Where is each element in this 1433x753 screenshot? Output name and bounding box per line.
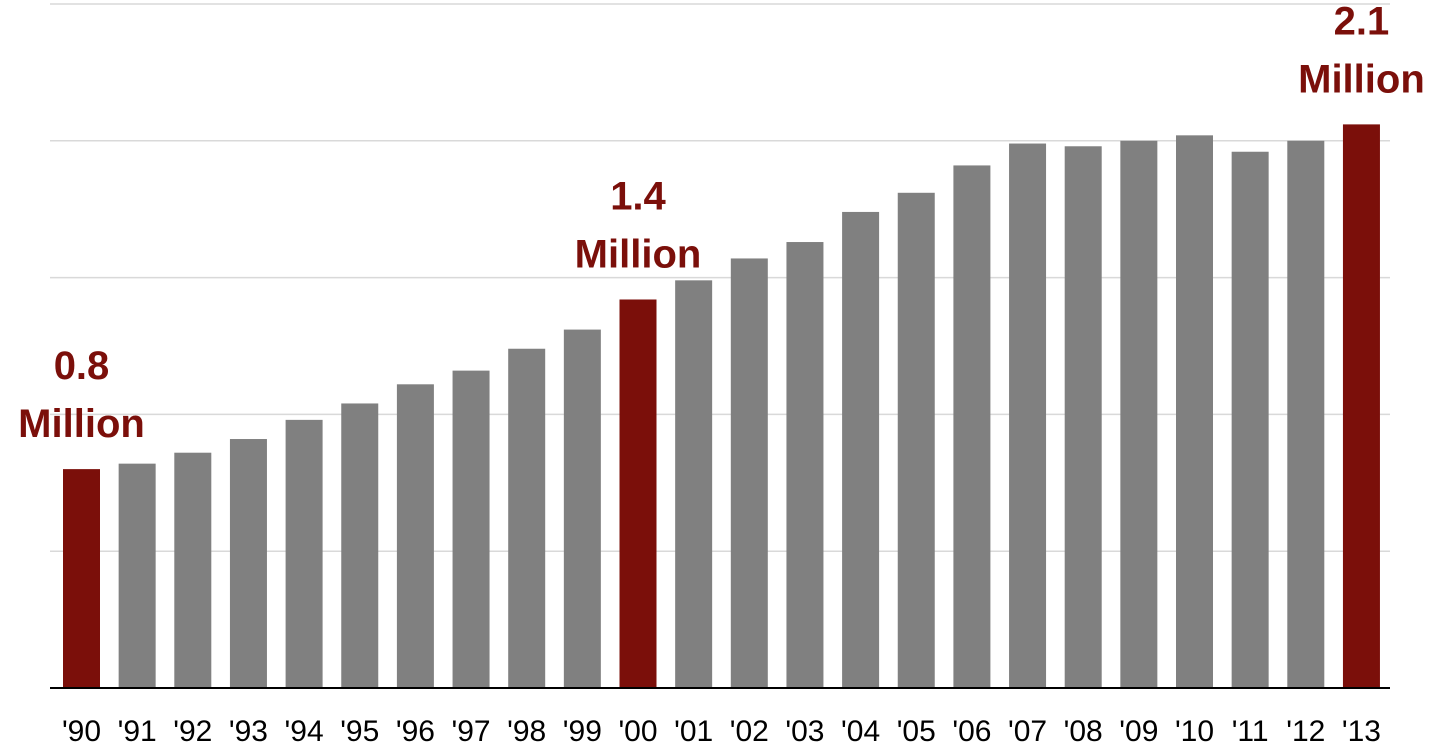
x-tick-label: '98 bbox=[507, 715, 546, 748]
bar-03 bbox=[786, 242, 824, 689]
bar-05 bbox=[897, 192, 935, 688]
x-tick-label: '93 bbox=[229, 715, 268, 748]
bar-94 bbox=[285, 419, 323, 688]
x-tick-label: '08 bbox=[1064, 715, 1103, 748]
x-tick-label: '95 bbox=[340, 715, 379, 748]
x-tick-label: '02 bbox=[730, 715, 769, 748]
bar-11 bbox=[1231, 151, 1269, 688]
x-tick-label: '06 bbox=[952, 715, 991, 748]
x-tick-label: '13 bbox=[1342, 715, 1381, 748]
x-tick-label: '12 bbox=[1286, 715, 1325, 748]
x-tick-label: '09 bbox=[1119, 715, 1158, 748]
x-tick-label: '91 bbox=[118, 715, 157, 748]
bar-90 bbox=[63, 469, 100, 688]
x-tick-label: '92 bbox=[173, 715, 212, 748]
gridlines bbox=[50, 3, 1390, 552]
x-tick-label: '99 bbox=[563, 715, 602, 748]
bar-09 bbox=[1120, 140, 1158, 689]
x-tick-label: '03 bbox=[785, 715, 824, 748]
x-tick-label: '10 bbox=[1175, 715, 1214, 748]
x-tick-label: '00 bbox=[618, 715, 657, 748]
bar-92 bbox=[174, 452, 212, 688]
bar-99 bbox=[563, 329, 601, 688]
bar-04 bbox=[842, 211, 880, 688]
callout-value: 1.4 bbox=[610, 174, 666, 218]
callout-labels: 0.8 Million 1.4 Million 2.1 Million bbox=[18, 0, 1425, 446]
bar-12 bbox=[1287, 140, 1325, 689]
x-tick-label: '04 bbox=[841, 715, 880, 748]
bar-96 bbox=[396, 384, 434, 688]
x-tick-label: '97 bbox=[451, 715, 490, 748]
bar-06 bbox=[953, 165, 991, 688]
bars bbox=[63, 124, 1380, 689]
bar-07 bbox=[1009, 143, 1047, 688]
x-tick-label: '05 bbox=[897, 715, 936, 748]
x-tick-label: '90 bbox=[62, 715, 101, 748]
callout-value: 0.8 bbox=[54, 344, 110, 388]
callout-unit: Million bbox=[575, 232, 702, 276]
callout-value: 2.1 bbox=[1334, 0, 1390, 43]
x-tick-label: '11 bbox=[1232, 715, 1269, 748]
bar-95 bbox=[341, 403, 379, 688]
bar-10 bbox=[1176, 135, 1213, 688]
bar-13 bbox=[1342, 124, 1380, 688]
callout-unit: Million bbox=[1298, 57, 1425, 101]
x-tick-label: '94 bbox=[285, 715, 324, 748]
x-tick-labels: '90 '91 '92 '93 '94 '95 '96 '97 '98 '99 '00 '01 '02 '… bbox=[62, 715, 1381, 748]
bar-00 bbox=[619, 299, 657, 688]
x-tick-label: '01 bbox=[674, 715, 713, 748]
bar-02 bbox=[730, 258, 768, 688]
bar-08 bbox=[1064, 146, 1102, 689]
bar-91 bbox=[118, 463, 156, 688]
bar-01 bbox=[675, 280, 713, 688]
bar-97 bbox=[452, 370, 490, 688]
x-tick-label: '96 bbox=[396, 715, 435, 748]
x-tick-label: '07 bbox=[1008, 715, 1047, 748]
bar-98 bbox=[508, 348, 546, 688]
bar-93 bbox=[229, 439, 267, 688]
callout-unit: Million bbox=[18, 402, 145, 446]
